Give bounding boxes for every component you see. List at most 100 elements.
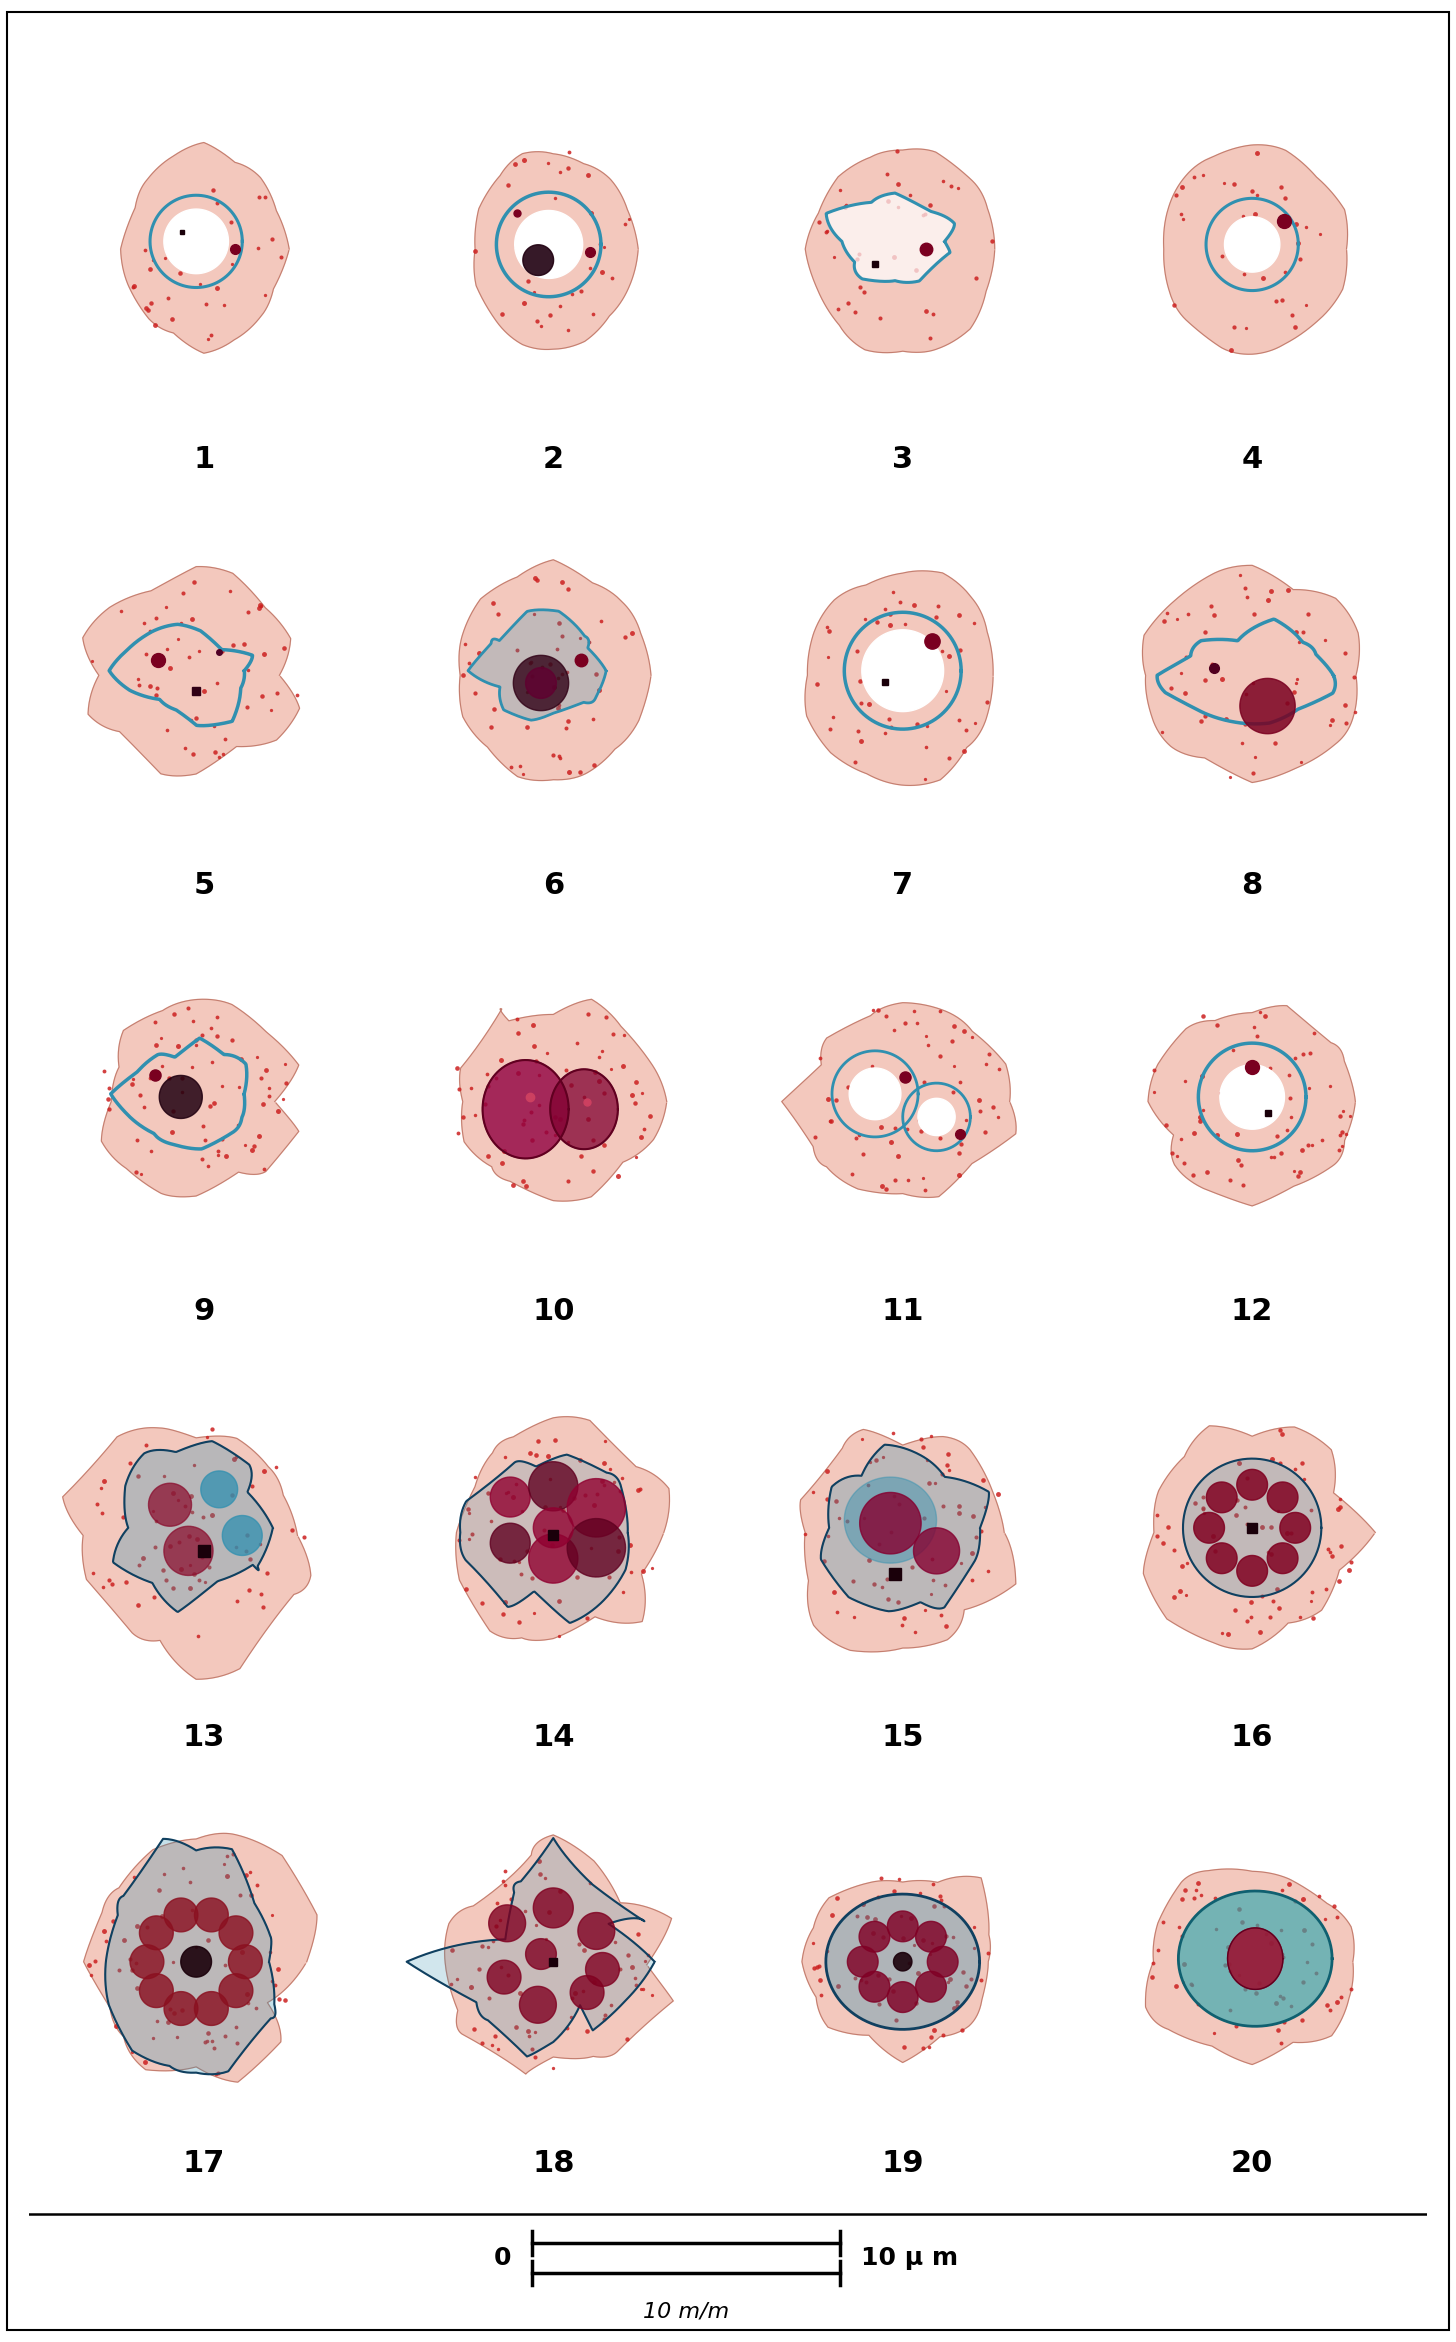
Polygon shape [1280,1513,1310,1543]
Text: 4: 4 [1242,445,1262,473]
Polygon shape [1267,1482,1297,1513]
Polygon shape [121,143,290,354]
Polygon shape [406,1838,655,2056]
Text: 13: 13 [182,1724,226,1752]
Polygon shape [826,192,955,283]
Polygon shape [165,1897,198,1932]
Polygon shape [916,1920,946,1953]
Text: 10 μ m: 10 μ m [860,2246,958,2269]
Polygon shape [482,1061,569,1159]
Polygon shape [459,560,651,780]
Polygon shape [201,1471,237,1508]
Text: 7: 7 [893,871,913,899]
Text: 5: 5 [194,871,214,899]
Polygon shape [165,1527,213,1576]
Polygon shape [488,1960,521,1993]
Polygon shape [887,1911,919,1942]
Polygon shape [1147,1005,1356,1206]
Polygon shape [568,1518,626,1576]
Polygon shape [1224,218,1280,272]
Polygon shape [114,1440,272,1611]
Polygon shape [802,1876,990,2063]
Polygon shape [578,1913,614,1949]
Polygon shape [460,1454,629,1623]
Polygon shape [159,1075,202,1119]
Polygon shape [1182,1459,1322,1597]
Polygon shape [514,656,569,710]
Polygon shape [571,1977,604,2009]
Polygon shape [862,630,943,712]
Polygon shape [165,1991,198,2026]
Text: 20: 20 [1230,2150,1274,2178]
Polygon shape [444,1836,673,2075]
Polygon shape [533,1508,574,1548]
Text: 10: 10 [531,1297,575,1326]
Polygon shape [805,150,994,354]
Polygon shape [195,1991,229,2026]
Polygon shape [917,1098,955,1136]
Polygon shape [218,1916,253,1951]
Polygon shape [1267,1543,1297,1574]
Text: 10 m/m: 10 m/m [644,2302,729,2321]
Text: 9: 9 [194,1297,214,1326]
Polygon shape [514,211,582,279]
Polygon shape [489,1904,526,1942]
Polygon shape [475,152,638,349]
Polygon shape [105,1838,275,2075]
Polygon shape [520,1986,556,2023]
Polygon shape [181,1946,211,1977]
Polygon shape [782,1002,1016,1197]
Polygon shape [456,1417,670,1639]
Polygon shape [859,1972,890,2002]
Text: 18: 18 [531,2150,575,2178]
Polygon shape [887,1981,919,2012]
Polygon shape [1236,1468,1268,1501]
Polygon shape [585,1953,619,1986]
Polygon shape [1241,679,1296,733]
Polygon shape [83,1834,317,2082]
Polygon shape [826,1895,980,2031]
Text: 8: 8 [1242,871,1262,899]
Polygon shape [529,1534,578,1583]
Polygon shape [1143,564,1360,782]
Polygon shape [460,1000,667,1201]
Polygon shape [223,1515,262,1555]
Text: 19: 19 [881,2150,925,2178]
Text: 16: 16 [1230,1724,1274,1752]
Polygon shape [916,1972,946,2002]
Polygon shape [140,1974,173,2007]
Text: 2: 2 [543,445,563,473]
Text: 6: 6 [543,871,563,899]
Text: 15: 15 [881,1724,925,1752]
Polygon shape [523,246,553,276]
Polygon shape [1143,1426,1376,1649]
Text: 3: 3 [893,445,913,473]
Polygon shape [140,1916,173,1951]
Polygon shape [63,1429,310,1679]
Polygon shape [130,1944,165,1979]
Polygon shape [149,1482,192,1527]
Polygon shape [533,1888,574,1927]
Polygon shape [568,1478,626,1536]
Text: 0: 0 [494,2246,511,2269]
Polygon shape [1207,1482,1238,1513]
Text: 14: 14 [531,1724,575,1752]
Polygon shape [491,1522,530,1562]
Polygon shape [1236,1555,1268,1586]
Polygon shape [526,667,556,698]
Polygon shape [529,1461,578,1511]
Polygon shape [1146,1869,1354,2066]
Polygon shape [801,1429,1016,1651]
Polygon shape [1163,145,1348,354]
Text: 11: 11 [881,1297,925,1326]
Polygon shape [844,1478,936,1562]
Polygon shape [821,1445,989,1611]
Polygon shape [195,1897,229,1932]
Polygon shape [1220,1066,1284,1129]
Text: 12: 12 [1230,1297,1274,1326]
Polygon shape [1207,1543,1238,1574]
Polygon shape [1178,1890,1332,2026]
Polygon shape [1194,1513,1224,1543]
Polygon shape [218,1974,253,2007]
Polygon shape [805,571,993,785]
